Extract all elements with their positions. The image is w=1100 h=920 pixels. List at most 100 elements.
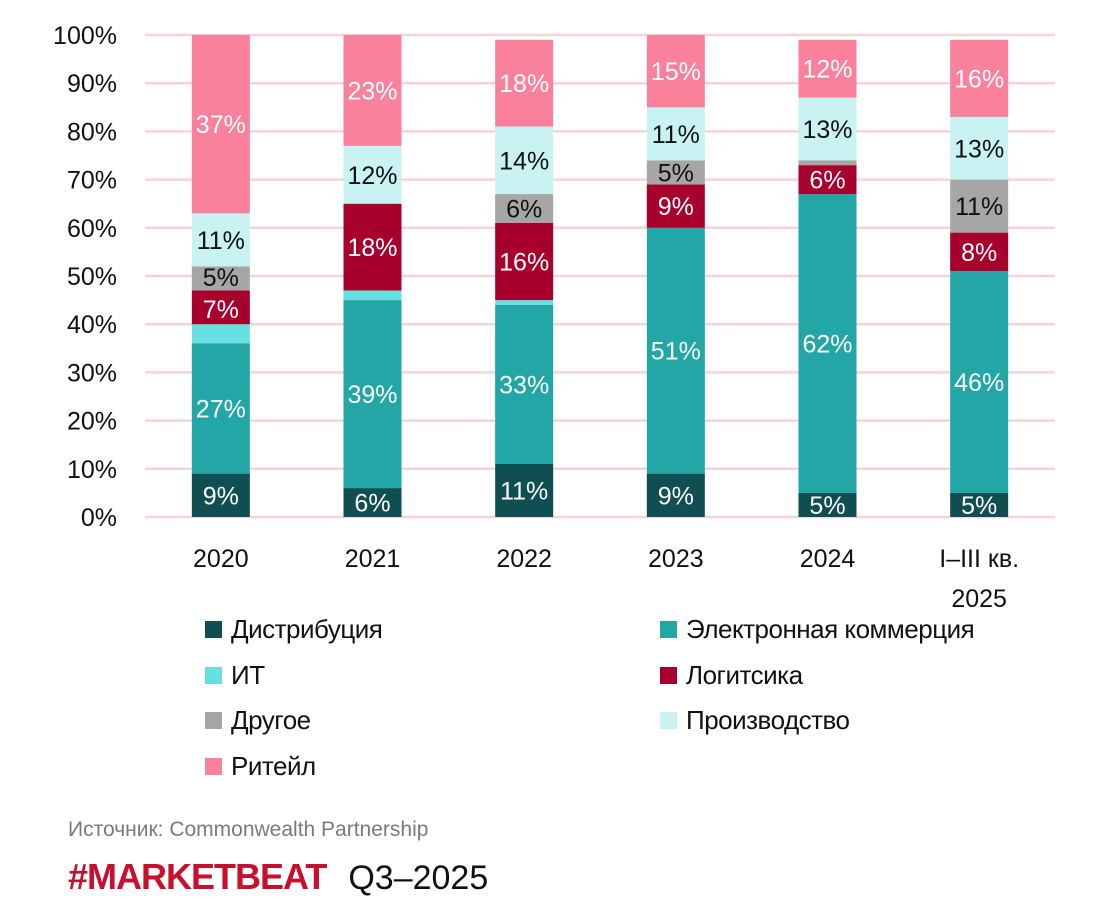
legend-swatch: [660, 666, 677, 684]
data-label: 7%: [203, 296, 239, 324]
data-label: 11%: [652, 121, 700, 149]
period-label: Q3–2025: [348, 859, 489, 897]
bar-segment: [495, 463, 554, 517]
x-tick-label: 2022: [496, 545, 552, 573]
legend-label: Другое: [231, 705, 311, 735]
legend-swatch: [205, 757, 222, 775]
data-label: 8%: [961, 239, 997, 267]
data-label: 16%: [499, 249, 549, 277]
legend-label: Производство: [686, 705, 850, 735]
data-label: 15%: [651, 58, 701, 86]
bar-segment: [950, 492, 1009, 517]
data-label: 18%: [347, 234, 397, 262]
bar-segment: [798, 165, 857, 195]
legend-item: Электронная коммерция: [660, 614, 975, 645]
bar-segment: [495, 39, 554, 127]
bar-segment: [798, 160, 857, 166]
legend-label: Дистрибуция: [231, 614, 383, 644]
data-label: 33%: [499, 371, 549, 399]
stacked-bar-chart: 0% 10% 20% 30% 40% 50% 60% 70% 80% 90% 100% 9% 27% 7%…: [53, 22, 1055, 613]
bar-segment: [191, 266, 250, 291]
data-label: 16%: [954, 65, 1004, 93]
data-label: 12%: [347, 162, 397, 190]
data-label: 39%: [347, 381, 397, 409]
bar-segment: [950, 271, 1009, 493]
data-label: 5%: [658, 159, 694, 187]
bar-segment: [495, 126, 554, 195]
y-tick-label: 0%: [81, 504, 117, 532]
legend-label: Логитсика: [686, 659, 803, 690]
bar-segment: [191, 213, 250, 267]
data-label: 23%: [347, 77, 397, 105]
data-label: 5%: [809, 492, 845, 520]
data-label: 27%: [196, 396, 246, 424]
data-label: 37%: [196, 111, 246, 139]
data-label: 6%: [809, 167, 845, 195]
data-label: 11%: [955, 193, 1003, 221]
data-label: 6%: [506, 196, 542, 224]
bar-segment: [343, 145, 402, 204]
bar-segment: [798, 97, 857, 161]
y-tick-label: 10%: [67, 456, 117, 484]
bar-segment: [646, 160, 705, 185]
y-tick-label: 60%: [67, 215, 117, 243]
bar-segment: [343, 290, 402, 301]
legend-swatch: [660, 712, 677, 729]
bar-segment: [798, 492, 857, 517]
legend-label: Ритейл: [231, 750, 316, 781]
legend-item: Производство: [660, 705, 850, 736]
bar-segment: [646, 184, 705, 228]
data-label: 13%: [802, 116, 852, 144]
y-tick-label: 20%: [67, 408, 117, 436]
bar-segment: [646, 107, 705, 161]
data-label: 11%: [197, 227, 245, 255]
brand-logo: #MARKETBEAT: [68, 856, 327, 897]
bar-segment: [191, 324, 250, 344]
legend-swatch: [205, 666, 222, 684]
x-tick-label: 2020: [193, 545, 249, 573]
y-tick-label: 100%: [53, 22, 117, 50]
legend-item: ИТ: [205, 660, 265, 691]
data-label: 46%: [954, 369, 1004, 397]
legend-item: Логитсика: [660, 660, 803, 691]
bar-segment: [950, 39, 1009, 117]
x-tick-label: 2024: [800, 545, 856, 573]
legend-item: Дистрибуция: [205, 614, 383, 645]
y-tick-label: 90%: [67, 70, 117, 98]
bar-segment: [343, 35, 402, 146]
bar-segment: [798, 39, 857, 98]
legend-swatch: [660, 621, 677, 638]
data-label: 9%: [203, 482, 239, 510]
bar-segment: [646, 227, 705, 474]
bar-segment: [343, 203, 402, 291]
bar-segment: [191, 473, 250, 517]
data-label: 14%: [499, 147, 549, 175]
bar-segment: [646, 35, 705, 108]
y-tick-label: 70%: [67, 167, 117, 195]
legend-swatch: [205, 712, 222, 729]
legend-label: ИТ: [231, 659, 265, 690]
data-label: 9%: [658, 482, 694, 510]
data-label: 51%: [651, 338, 701, 366]
bar-segment: [343, 488, 402, 517]
data-label: 12%: [802, 56, 852, 84]
data-label: 62%: [802, 330, 852, 358]
bar-segment: [798, 194, 857, 493]
bar-segment: [950, 116, 1009, 180]
data-label: 5%: [203, 264, 239, 292]
bar-segment: [495, 304, 554, 464]
legend-item: Ритейл: [205, 751, 316, 782]
data-label: 5%: [961, 492, 997, 520]
bar-segment: [646, 473, 705, 517]
y-tick-label: 30%: [67, 359, 117, 387]
legend-label: Электронная коммерция: [686, 614, 975, 644]
bar-segment: [343, 300, 402, 489]
x-tick-label: 2023: [648, 545, 704, 573]
bar-segment: [950, 179, 1009, 233]
bar-segment: [191, 343, 250, 474]
data-label: 9%: [658, 193, 694, 221]
source-note: Источник: Commonwealth Partnership: [68, 818, 429, 841]
x-tick-label: 2025: [951, 585, 1007, 613]
footer-row: #MARKETBEAT Q3–2025: [68, 856, 488, 898]
bar-segment: [950, 232, 1009, 272]
